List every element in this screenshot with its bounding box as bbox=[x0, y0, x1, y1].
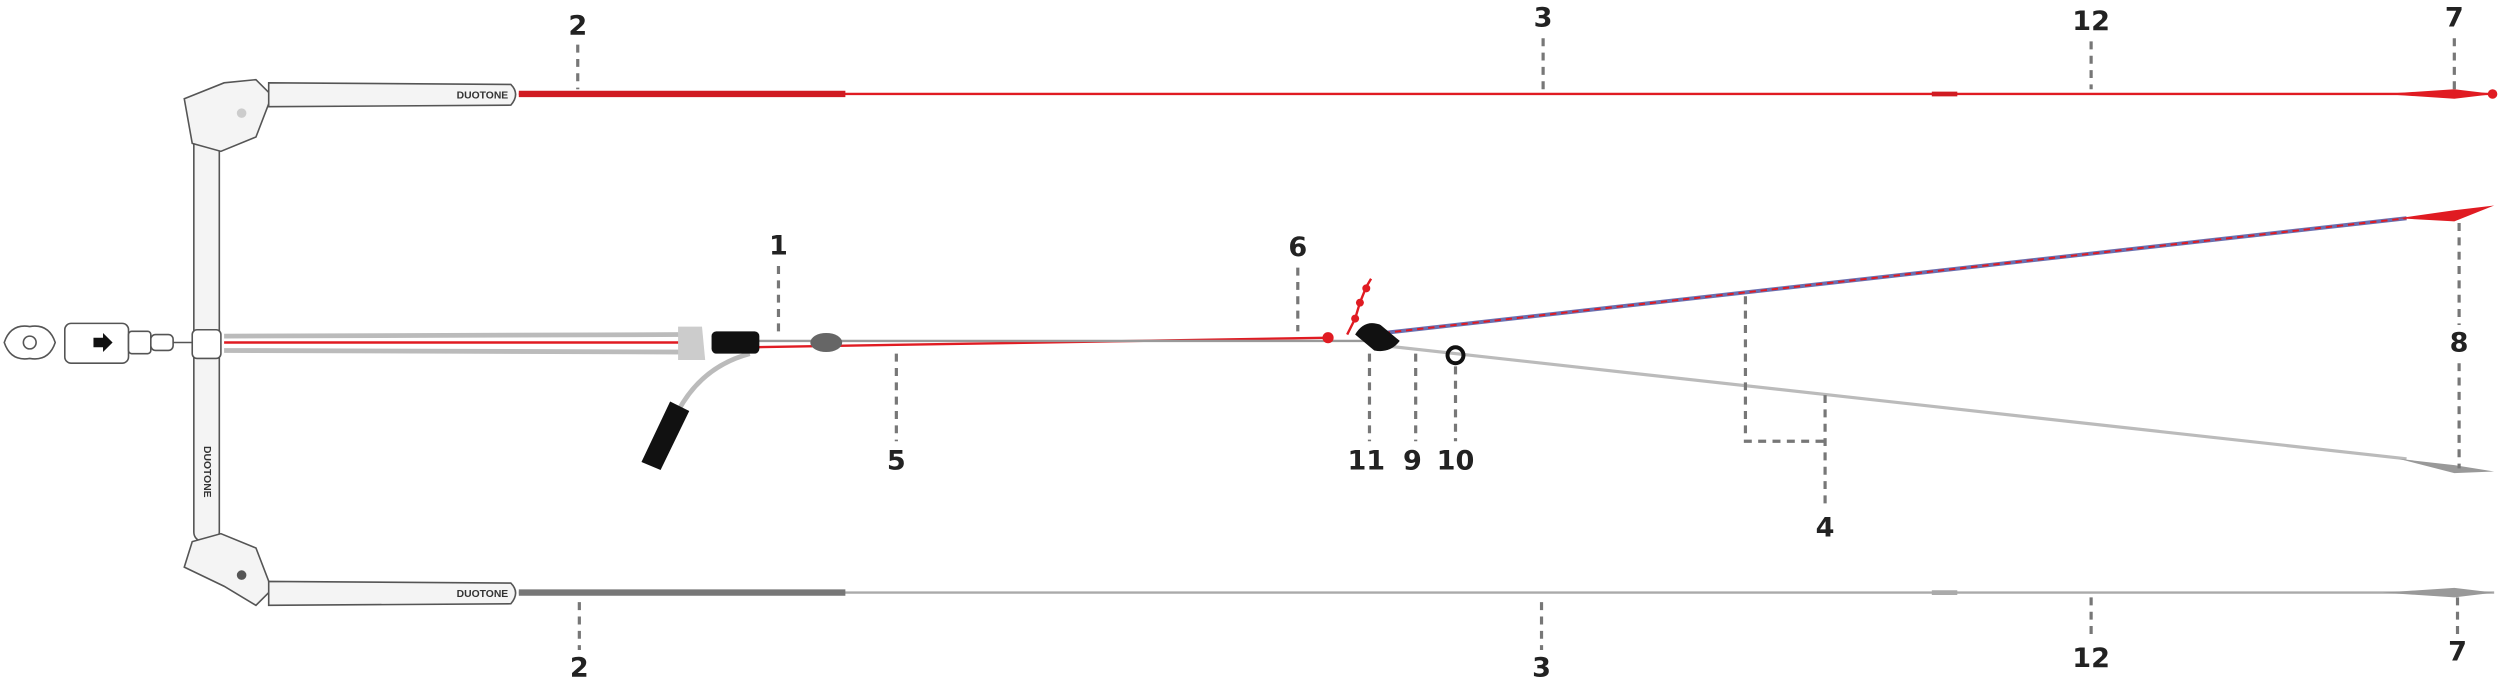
swivel bbox=[1355, 323, 1400, 352]
callout: 6 bbox=[1288, 232, 1307, 263]
callout: 11 bbox=[1347, 445, 1385, 476]
callout: 12 bbox=[2072, 643, 2110, 674]
dot bbox=[236, 108, 247, 118]
knot bbox=[1362, 284, 1371, 293]
callout: 2 bbox=[570, 653, 589, 684]
callout: 7 bbox=[2445, 3, 2464, 34]
pigtail-mid bbox=[2398, 205, 2495, 222]
center-line bbox=[749, 336, 1332, 349]
hole bbox=[22, 335, 37, 350]
knot bbox=[1351, 314, 1360, 323]
line-end bbox=[2487, 89, 2498, 99]
stopper bbox=[150, 333, 174, 352]
callout: 3 bbox=[1532, 653, 1551, 684]
ball bbox=[1322, 332, 1334, 344]
depower-handle bbox=[641, 401, 690, 470]
callout: 1 bbox=[769, 230, 788, 261]
dot bbox=[236, 570, 247, 580]
callout: 8 bbox=[2450, 328, 2469, 359]
callout: 10 bbox=[1437, 445, 1475, 476]
bar-end bbox=[183, 78, 273, 153]
bar-end bbox=[183, 532, 273, 607]
brand: DUOTONE bbox=[457, 589, 509, 600]
pigtail-grey bbox=[2398, 458, 2495, 474]
depower-line bbox=[224, 332, 687, 339]
depower-line bbox=[224, 348, 687, 355]
brand: DUOTONE bbox=[457, 90, 509, 101]
callout: 9 bbox=[1403, 445, 1422, 476]
callout: 2 bbox=[568, 11, 587, 42]
leader bbox=[1743, 296, 1826, 443]
callout: 4 bbox=[1816, 512, 1835, 543]
bar-center bbox=[191, 328, 222, 360]
knot bbox=[1355, 298, 1364, 307]
ring bbox=[1445, 345, 1466, 366]
arrow-icon bbox=[93, 332, 113, 353]
callout: 7 bbox=[2448, 637, 2467, 668]
brand: DUOTONE bbox=[201, 446, 212, 498]
pigtail-top bbox=[2382, 89, 2495, 99]
stopper bbox=[810, 332, 843, 353]
cleat bbox=[711, 331, 760, 354]
callout: 3 bbox=[1534, 3, 1553, 34]
floater bbox=[267, 580, 517, 607]
steering-line-grey bbox=[1383, 344, 2407, 461]
floater bbox=[267, 82, 517, 108]
swivel bbox=[127, 330, 152, 355]
steering-line bbox=[1383, 217, 2407, 334]
cleat-cover bbox=[678, 326, 706, 361]
callout: 12 bbox=[2072, 6, 2110, 37]
depower-rope bbox=[675, 351, 751, 413]
callout: 5 bbox=[887, 445, 906, 476]
callout-leaders bbox=[576, 38, 2461, 650]
pigtail-bottom bbox=[2382, 587, 2495, 598]
